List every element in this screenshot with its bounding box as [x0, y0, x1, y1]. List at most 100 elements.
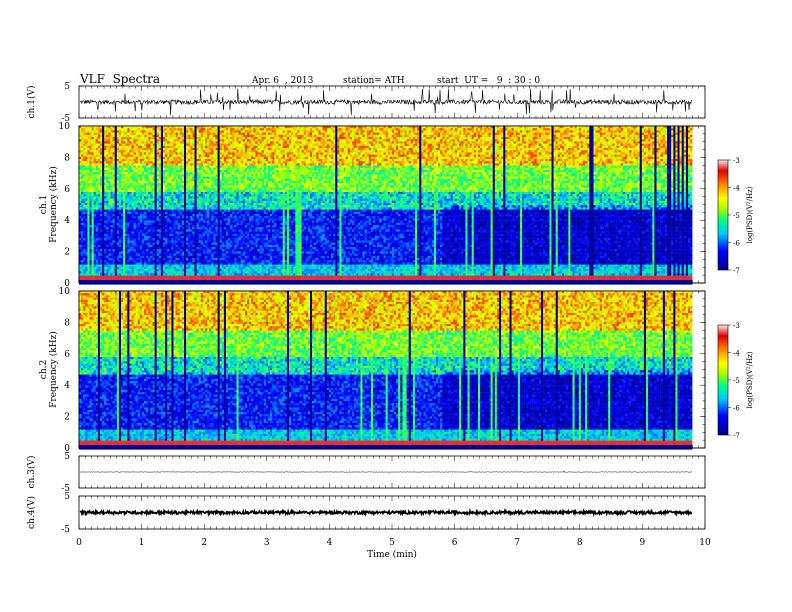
spectrogram-cell [263, 139, 267, 142]
spectrogram-cell [146, 132, 149, 135]
spectrogram-cell [503, 143, 506, 146]
spectrogram-cell [370, 134, 374, 138]
spectrogram-cell [688, 152, 691, 155]
spectrogram-cell [97, 137, 101, 140]
spectrogram-cell [404, 130, 407, 133]
spectrogram-cell [475, 145, 479, 149]
spectrogram-cell [690, 130, 693, 133]
spectrogram-cell [156, 141, 159, 144]
spectrogram-cell [106, 148, 109, 151]
spectrogram-cell [146, 154, 149, 157]
spectrogram-cell [620, 126, 624, 129]
spectrogram-cell [438, 134, 441, 138]
spectrogram-cell [627, 134, 630, 138]
spectrogram-cell [433, 134, 437, 138]
spectrogram-cell [526, 141, 529, 144]
spectrogram-cell [541, 139, 544, 142]
spectrogram-cell [198, 141, 201, 144]
spectrogram-cell [457, 145, 460, 149]
spectrogram-cell [316, 134, 319, 138]
spectrogram-cell [312, 132, 315, 135]
spectrogram-cell [492, 132, 495, 135]
spectrogram-cell [557, 130, 561, 133]
spectrogram-cell [442, 132, 445, 135]
spectrogram-cell [410, 143, 414, 146]
spectrogram-cell [400, 152, 403, 155]
spectrogram-cell [368, 132, 372, 135]
spectrogram-cell [152, 150, 155, 153]
spectrogram-cell [133, 137, 136, 140]
spectrogram-cell [442, 126, 445, 129]
spectrogram-cell [564, 143, 567, 146]
spectrogram-cell [144, 126, 147, 129]
spectrogram-cell [349, 152, 353, 155]
spectrogram-cell [553, 128, 556, 131]
spectrogram-cell [557, 152, 561, 155]
spectrogram-cell [112, 143, 115, 146]
spectrogram-cell [116, 128, 120, 131]
spectrogram-cell [322, 148, 325, 151]
spectrogram-cell [440, 130, 443, 133]
spectrogram-cell [116, 139, 120, 142]
spectrogram-cell [228, 152, 231, 155]
spectrogram-cell [289, 126, 292, 129]
spectrogram-cell [91, 139, 94, 142]
spectrogram-cell [488, 152, 491, 155]
spectrogram-cell [667, 134, 670, 138]
spectrogram-cell [461, 128, 464, 131]
spectrogram-cell [324, 150, 327, 153]
spectrogram-cell [625, 150, 628, 153]
spectrogram-cell [97, 130, 101, 133]
spectrogram-cell [89, 150, 92, 153]
spectrogram-cell [606, 143, 609, 146]
spectrogram-cell [604, 137, 607, 140]
spectrogram-cell [100, 139, 103, 142]
spectrogram-cell [583, 126, 586, 129]
spectrogram-cell [230, 132, 233, 135]
spectrogram-cell [261, 141, 264, 144]
spectrogram-cell [478, 152, 481, 155]
spectrogram-cell [419, 134, 422, 138]
spectrogram-cell [639, 130, 642, 133]
spectrogram-cell [490, 130, 493, 133]
spectrogram-cell [139, 152, 143, 155]
spectrogram-cell [188, 143, 191, 146]
spectrogram-cell [215, 143, 218, 146]
spectrogram-cell [488, 145, 491, 149]
spectrogram-cell [142, 134, 145, 138]
spectrogram-cell [215, 145, 218, 149]
spectrogram-cell [375, 143, 378, 146]
spectrogram-cell [599, 150, 603, 153]
spectrogram-cell [683, 134, 687, 138]
spectrogram-cell [179, 130, 183, 133]
spectrogram-cell [345, 141, 348, 144]
spectrogram-cell [211, 150, 214, 153]
spectrogram-cell [566, 130, 569, 133]
spectrogram-cell [572, 152, 575, 155]
spectrogram-cell [184, 150, 187, 153]
spectrogram-cell [515, 143, 519, 146]
spectrogram-cell [501, 130, 504, 133]
spectrogram-cell [121, 128, 124, 131]
spectrogram-cell [488, 143, 491, 146]
spectrogram-cell [297, 141, 300, 144]
spectrogram-cell [173, 152, 176, 155]
spectrogram-cell [87, 134, 90, 138]
spectrogram-cell [580, 139, 584, 142]
spectrogram-cell [673, 130, 676, 133]
spectrogram-cell [511, 130, 514, 133]
spectrogram-cell [158, 152, 162, 155]
spectrogram-cell [270, 143, 273, 146]
spectrogram-cell [492, 130, 495, 133]
spectrogram-cell [675, 130, 678, 133]
spectrogram-cell [280, 141, 283, 144]
spectrogram-cell [471, 137, 474, 140]
spectrogram-cell [608, 148, 611, 151]
spectrogram-cell [379, 132, 382, 135]
spectrogram-cell [261, 137, 264, 140]
spectrogram-cell [459, 148, 462, 151]
spectrogram-cell [211, 141, 214, 144]
spectrogram-cell [81, 145, 84, 149]
spectrogram-cell [679, 139, 682, 142]
spectrogram-cell [263, 152, 267, 155]
